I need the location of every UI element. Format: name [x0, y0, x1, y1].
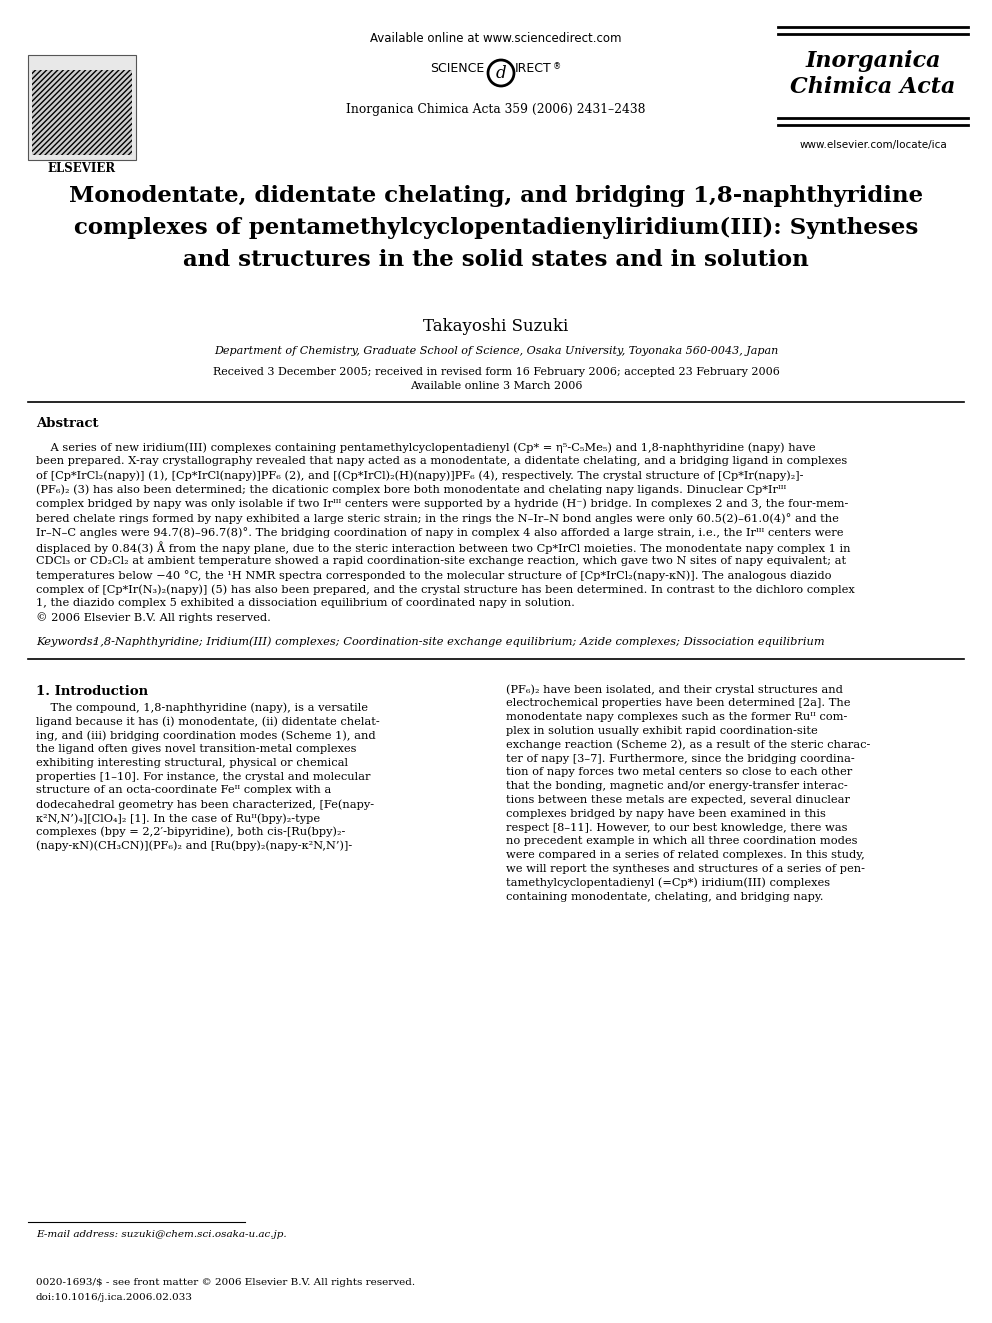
Text: electrochemical properties have been determined [2a]. The: electrochemical properties have been det…: [506, 699, 850, 708]
Text: tion of napy forces two metal centers so close to each other: tion of napy forces two metal centers so…: [506, 767, 852, 778]
Text: Chimica Acta: Chimica Acta: [791, 75, 955, 98]
Text: (PF₆)₂ (3) has also been determined; the dicationic complex bore both monodentat: (PF₆)₂ (3) has also been determined; the…: [36, 484, 787, 495]
Text: Available online at www.sciencedirect.com: Available online at www.sciencedirect.co…: [370, 32, 622, 45]
Text: Ir–N–C angles were 94.7(8)–96.7(8)°. The bridging coordination of napy in comple: Ir–N–C angles were 94.7(8)–96.7(8)°. The…: [36, 527, 843, 538]
Text: ing, and (iii) bridging coordination modes (Scheme 1), and: ing, and (iii) bridging coordination mod…: [36, 730, 376, 741]
Text: 1. Introduction: 1. Introduction: [36, 684, 148, 697]
Text: (PF₆)₂ have been isolated, and their crystal structures and: (PF₆)₂ have been isolated, and their cry…: [506, 684, 843, 695]
Text: Inorganica Chimica Acta 359 (2006) 2431–2438: Inorganica Chimica Acta 359 (2006) 2431–…: [346, 103, 646, 116]
Text: we will report the syntheses and structures of a series of pen-: we will report the syntheses and structu…: [506, 864, 865, 875]
Text: exhibiting interesting structural, physical or chemical: exhibiting interesting structural, physi…: [36, 758, 348, 767]
Text: Available online 3 March 2006: Available online 3 March 2006: [410, 381, 582, 392]
Text: Received 3 December 2005; received in revised form 16 February 2006; accepted 23: Received 3 December 2005; received in re…: [212, 366, 780, 377]
Text: containing monodentate, chelating, and bridging napy.: containing monodentate, chelating, and b…: [506, 892, 823, 901]
Text: that the bonding, magnetic and/or energy-transfer interac-: that the bonding, magnetic and/or energy…: [506, 781, 848, 791]
Text: doi:10.1016/j.ica.2006.02.033: doi:10.1016/j.ica.2006.02.033: [36, 1293, 193, 1302]
Text: 1, the diazido complex 5 exhibited a dissociation equilibrium of coordinated nap: 1, the diazido complex 5 exhibited a dis…: [36, 598, 575, 609]
Text: were compared in a series of related complexes. In this study,: were compared in a series of related com…: [506, 851, 865, 860]
Text: Inorganica: Inorganica: [806, 50, 940, 71]
Text: ter of napy [3–7]. Furthermore, since the bridging coordina-: ter of napy [3–7]. Furthermore, since th…: [506, 754, 855, 763]
Text: structure of an octa-coordinate Feᴵᴵ complex with a: structure of an octa-coordinate Feᴵᴵ com…: [36, 786, 331, 795]
Text: complex bridged by napy was only isolable if two Irᴵᴵᴵ centers were supported by: complex bridged by napy was only isolabl…: [36, 499, 848, 509]
Bar: [28, 56, 136, 160]
Text: IRECT: IRECT: [515, 62, 552, 75]
Text: complexes bridged by napy have been examined in this: complexes bridged by napy have been exam…: [506, 808, 826, 819]
Text: (napy-κN)(CH₃CN)](PF₆)₂ and [Ru(bpy)₂(napy-κ²N,N’)]-: (napy-κN)(CH₃CN)](PF₆)₂ and [Ru(bpy)₂(na…: [36, 840, 352, 851]
Text: SCIENCE: SCIENCE: [430, 62, 484, 75]
Text: temperatures below −40 °C, the ¹H NMR spectra corresponded to the molecular stru: temperatures below −40 °C, the ¹H NMR sp…: [36, 570, 831, 581]
Text: 0020-1693/$ - see front matter © 2006 Elsevier B.V. All rights reserved.: 0020-1693/$ - see front matter © 2006 El…: [36, 1278, 415, 1287]
Text: bered chelate rings formed by napy exhibited a large steric strain; in the rings: bered chelate rings formed by napy exhib…: [36, 513, 839, 524]
Text: Monodentate, didentate chelating, and bridging 1,8-naphthyridine: Monodentate, didentate chelating, and br…: [68, 185, 924, 206]
Text: monodentate napy complexes such as the former Ruᴵᴵ com-: monodentate napy complexes such as the f…: [506, 712, 847, 722]
Text: complexes (bpy = 2,2′-bipyridine), both cis-[Ru(bpy)₂-: complexes (bpy = 2,2′-bipyridine), both …: [36, 827, 345, 837]
Text: ®: ®: [553, 62, 561, 71]
Text: been prepared. X-ray crystallography revealed that napy acted as a monodentate, : been prepared. X-ray crystallography rev…: [36, 456, 847, 466]
Text: ELSEVIER: ELSEVIER: [48, 161, 116, 175]
Text: ligand because it has (i) monodentate, (ii) didentate chelat-: ligand because it has (i) monodentate, (…: [36, 716, 380, 726]
Text: E-mail address: suzuki@chem.sci.osaka-u.ac.jp.: E-mail address: suzuki@chem.sci.osaka-u.…: [36, 1230, 287, 1240]
Text: properties [1–10]. For instance, the crystal and molecular: properties [1–10]. For instance, the cry…: [36, 771, 370, 782]
Text: Abstract: Abstract: [36, 417, 98, 430]
Text: Keywords:: Keywords:: [36, 636, 96, 647]
Text: d: d: [496, 65, 506, 82]
Text: tamethylcyclopentadienyl (=Cp*) iridium(III) complexes: tamethylcyclopentadienyl (=Cp*) iridium(…: [506, 877, 830, 888]
Text: The compound, 1,8-naphthyridine (napy), is a versatile: The compound, 1,8-naphthyridine (napy), …: [36, 703, 368, 713]
Text: respect [8–11]. However, to our best knowledge, there was: respect [8–11]. However, to our best kno…: [506, 823, 847, 832]
Text: tions between these metals are expected, several dinuclear: tions between these metals are expected,…: [506, 795, 850, 804]
Text: and structures in the solid states and in solution: and structures in the solid states and i…: [184, 249, 808, 271]
Text: the ligand often gives novel transition-metal complexes: the ligand often gives novel transition-…: [36, 744, 356, 754]
Text: of [Cp*IrCl₂(napy)] (1), [Cp*IrCl(napy)]PF₆ (2), and [(Cp*IrCl)₂(H)(napy)]PF₆ (4: of [Cp*IrCl₂(napy)] (1), [Cp*IrCl(napy)]…: [36, 471, 804, 482]
Text: Department of Chemistry, Graduate School of Science, Osaka University, Toyonaka : Department of Chemistry, Graduate School…: [214, 347, 778, 356]
Text: dodecahedral geometry has been characterized, [Fe(napy-: dodecahedral geometry has been character…: [36, 799, 374, 810]
Text: plex in solution usually exhibit rapid coordination-site: plex in solution usually exhibit rapid c…: [506, 726, 817, 736]
Text: complexes of pentamethylcyclopentadienyliridium(III): Syntheses: complexes of pentamethylcyclopentadienyl…: [73, 217, 919, 239]
Text: A series of new iridium(III) complexes containing pentamethylcyclopentadienyl (C: A series of new iridium(III) complexes c…: [36, 442, 815, 452]
Text: www.elsevier.com/locate/ica: www.elsevier.com/locate/ica: [800, 140, 947, 149]
Text: © 2006 Elsevier B.V. All rights reserved.: © 2006 Elsevier B.V. All rights reserved…: [36, 613, 271, 623]
Text: κ²N,N’)₄][ClO₄]₂ [1]. In the case of Ruᴵᴵ(bpy)₂-type: κ²N,N’)₄][ClO₄]₂ [1]. In the case of Ruᴵ…: [36, 814, 320, 823]
Bar: [32, 70, 132, 155]
Text: exchange reaction (Scheme 2), as a result of the steric charac-: exchange reaction (Scheme 2), as a resul…: [506, 740, 870, 750]
Text: no precedent example in which all three coordination modes: no precedent example in which all three …: [506, 836, 857, 847]
Text: complex of [Cp*Ir(N₃)₂(napy)] (5) has also been prepared, and the crystal struct: complex of [Cp*Ir(N₃)₂(napy)] (5) has al…: [36, 583, 855, 594]
Text: CDCl₃ or CD₂Cl₂ at ambient temperature showed a rapid coordination-site exchange: CDCl₃ or CD₂Cl₂ at ambient temperature s…: [36, 556, 846, 566]
Text: Takayoshi Suzuki: Takayoshi Suzuki: [424, 318, 568, 335]
Text: 1,8-Naphthyridine; Iridium(III) complexes; Coordination-site exchange equilibriu: 1,8-Naphthyridine; Iridium(III) complexe…: [93, 636, 824, 647]
Text: displaced by 0.84(3) Å from the napy plane, due to the steric interaction betwee: displaced by 0.84(3) Å from the napy pla…: [36, 541, 850, 554]
